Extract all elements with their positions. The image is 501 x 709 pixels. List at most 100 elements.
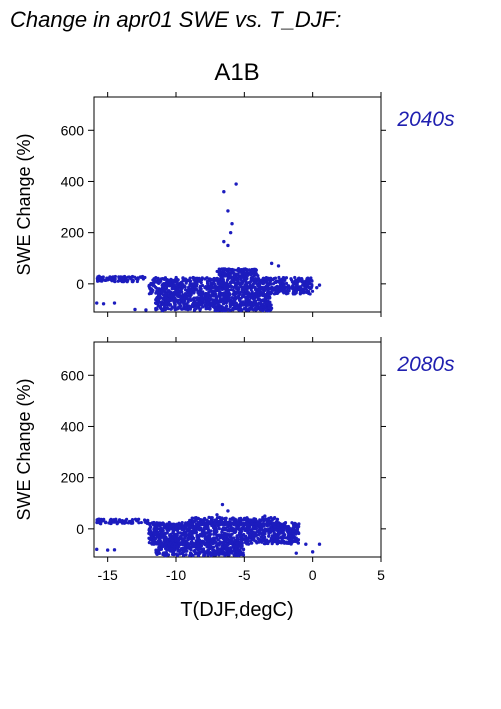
data-point: [169, 532, 173, 536]
data-point: [114, 518, 118, 523]
data-point: [220, 267, 224, 271]
data-point: [296, 278, 300, 282]
data-point: [195, 302, 200, 306]
x-tick-label: -5: [238, 567, 251, 583]
data-point: [217, 293, 222, 297]
data-point: [252, 525, 256, 529]
data-point: [237, 286, 241, 290]
data-point: [260, 533, 265, 537]
data-point: [167, 520, 171, 525]
data-point: [253, 286, 257, 290]
data-point: [248, 294, 252, 298]
data-point: [108, 521, 113, 526]
data-point: [274, 528, 279, 532]
data-point: [121, 277, 125, 281]
data-point: [284, 281, 289, 285]
data-point: [207, 298, 211, 302]
data-point: [101, 302, 106, 306]
data-point: [108, 275, 112, 279]
data-point: [190, 516, 194, 520]
data-point: [143, 275, 147, 280]
data-point: [234, 547, 238, 551]
data-point: [209, 529, 213, 533]
data-point: [240, 274, 244, 278]
x-tick-label: 0: [309, 567, 317, 583]
y-axis-label: SWE Change (%): [14, 378, 34, 520]
data-point: [214, 518, 218, 523]
data-point: [261, 309, 265, 313]
data-point: [124, 519, 128, 524]
data-point: [247, 528, 251, 532]
data-point: [178, 537, 183, 541]
data-point: [221, 534, 225, 539]
data-point: [234, 518, 238, 523]
data-point: [223, 308, 227, 313]
data-point: [181, 306, 185, 311]
data-point: [112, 548, 117, 552]
data-point: [203, 526, 207, 530]
data-point: [206, 553, 210, 557]
y-tick-label: 400: [61, 418, 85, 434]
data-point: [214, 550, 218, 554]
data-point: [252, 298, 256, 302]
data-point: [222, 292, 227, 297]
data-point: [207, 515, 211, 520]
data-point: [249, 276, 253, 280]
data-point: [230, 295, 234, 300]
data-point: [159, 277, 163, 281]
data-point: [249, 273, 253, 277]
data-point: [237, 548, 241, 552]
data-point: [238, 304, 243, 308]
data-point: [234, 307, 238, 311]
data-point: [205, 296, 209, 301]
data-point: [206, 527, 210, 531]
data-point: [254, 539, 258, 543]
data-point: [256, 533, 261, 537]
data-point: [161, 535, 165, 539]
plot-frame: [93, 341, 382, 558]
data-point: [200, 533, 204, 537]
data-point: [150, 535, 154, 539]
data-point: [193, 307, 197, 312]
data-point: [209, 286, 213, 290]
x-tick-label: -15: [98, 567, 118, 583]
data-point: [278, 529, 282, 533]
data-point: [218, 297, 222, 301]
data-point: [157, 279, 161, 284]
data-point: [243, 527, 247, 531]
x-axis-label: T(DJF,degC): [180, 599, 293, 621]
data-point: [281, 281, 286, 285]
data-point: [144, 308, 148, 312]
data-point: [156, 521, 161, 525]
data-point: [190, 552, 194, 556]
data-point: [220, 502, 225, 507]
data-point: [166, 553, 171, 557]
data-point: [140, 275, 144, 279]
data-point: [270, 527, 274, 532]
data-point: [228, 308, 232, 312]
data-point: [211, 281, 215, 285]
data-point: [193, 276, 197, 280]
data-point: [142, 518, 147, 522]
data-point: [241, 547, 246, 551]
data-point: [182, 302, 186, 306]
data-point: [227, 527, 231, 531]
data-point: [301, 283, 305, 287]
data-point: [121, 280, 126, 284]
y-tick-label: 600: [61, 367, 85, 383]
data-point: [206, 535, 210, 539]
data-point: [95, 547, 99, 552]
data-point: [209, 552, 213, 556]
data-point: [199, 544, 204, 548]
data-point: [168, 290, 172, 294]
data-point: [158, 304, 163, 308]
data-point: [293, 275, 297, 280]
y-tick-label: 400: [61, 173, 85, 189]
data-point: [129, 519, 133, 523]
data-point: [253, 268, 257, 272]
data-point: [294, 289, 299, 293]
data-point: [193, 516, 197, 520]
data-point: [230, 551, 234, 555]
data-point: [181, 537, 185, 541]
data-point: [294, 551, 298, 555]
